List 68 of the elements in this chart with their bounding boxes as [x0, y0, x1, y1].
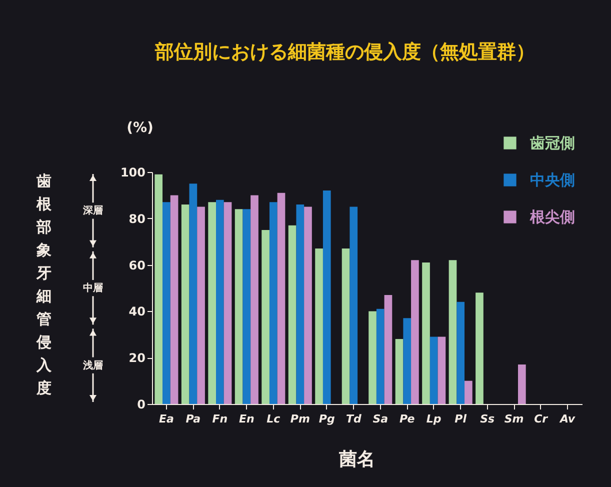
text: 浅層: [82, 359, 103, 372]
x-tick-label: Ea: [158, 412, 174, 426]
bar: [288, 225, 296, 404]
bar: [315, 248, 323, 404]
bar: [342, 248, 350, 404]
text: 中層: [83, 282, 103, 294]
x-tick-label: Av: [559, 412, 576, 426]
y-tick-label: 40: [128, 304, 146, 319]
x-tick-label: Fn: [212, 412, 228, 426]
x-tick-label: Ss: [480, 412, 496, 426]
bar: [234, 209, 243, 404]
bar: [422, 262, 430, 404]
bar: [216, 200, 224, 404]
bar: [162, 202, 170, 404]
legend-label: 中央側: [530, 171, 575, 189]
bar: [322, 190, 331, 404]
x-tick-label: Pe: [399, 412, 416, 426]
chart-title: 部位別における細菌種の侵入度（無処置群）: [154, 41, 535, 63]
x-tick-label: Cr: [534, 412, 548, 426]
bar: [296, 204, 304, 404]
x-tick-label: Pm: [290, 412, 310, 426]
bar: [403, 318, 412, 404]
bar: [476, 292, 484, 404]
x-tick-label: Pl: [454, 412, 467, 426]
bar: [197, 206, 205, 404]
bar: [430, 336, 438, 404]
bar: [350, 206, 358, 404]
x-tick-label: Sm: [504, 412, 524, 426]
bar: [304, 206, 312, 404]
bar: [448, 260, 457, 404]
text: 深層: [82, 204, 103, 217]
y-tick-label: 100: [120, 166, 146, 180]
x-tick-label: En: [238, 412, 254, 426]
bar: [395, 339, 404, 404]
bar: [224, 202, 232, 404]
x-tick-label: Sa: [372, 412, 388, 426]
bar: [384, 294, 392, 404]
x-axis-title: 菌名: [338, 449, 375, 470]
bar: [518, 364, 526, 404]
bar: [368, 311, 376, 404]
bar: [181, 204, 190, 404]
bar: [269, 202, 278, 404]
bar: [189, 184, 198, 404]
bar: [208, 202, 216, 404]
y-tick-label: 20: [128, 351, 146, 366]
legend-label: 歯冠側: [529, 134, 575, 152]
text: 歯根部象牙細管侵入度: [36, 172, 52, 397]
y-tick-label: 0: [137, 398, 146, 412]
bar: [250, 195, 258, 404]
bar: [438, 336, 446, 404]
bar: [170, 195, 178, 404]
bar: [456, 302, 465, 404]
x-tick-label: Lp: [426, 412, 442, 426]
bar: [154, 174, 163, 404]
x-tick-label: Lc: [266, 412, 281, 426]
x-tick-label: Td: [346, 412, 362, 426]
text: (%): [126, 120, 154, 136]
bar: [464, 380, 472, 404]
bar: [277, 192, 286, 404]
bar: [411, 260, 419, 404]
bar: [376, 308, 384, 404]
bar: [242, 209, 251, 404]
legend-label: 根尖側: [529, 208, 575, 226]
y-tick-label: 80: [128, 212, 146, 226]
x-tick-label: Pg: [318, 412, 335, 426]
bar: [262, 230, 270, 404]
x-tick-label: Pa: [186, 412, 201, 426]
y-tick-label: 60: [128, 258, 146, 272]
